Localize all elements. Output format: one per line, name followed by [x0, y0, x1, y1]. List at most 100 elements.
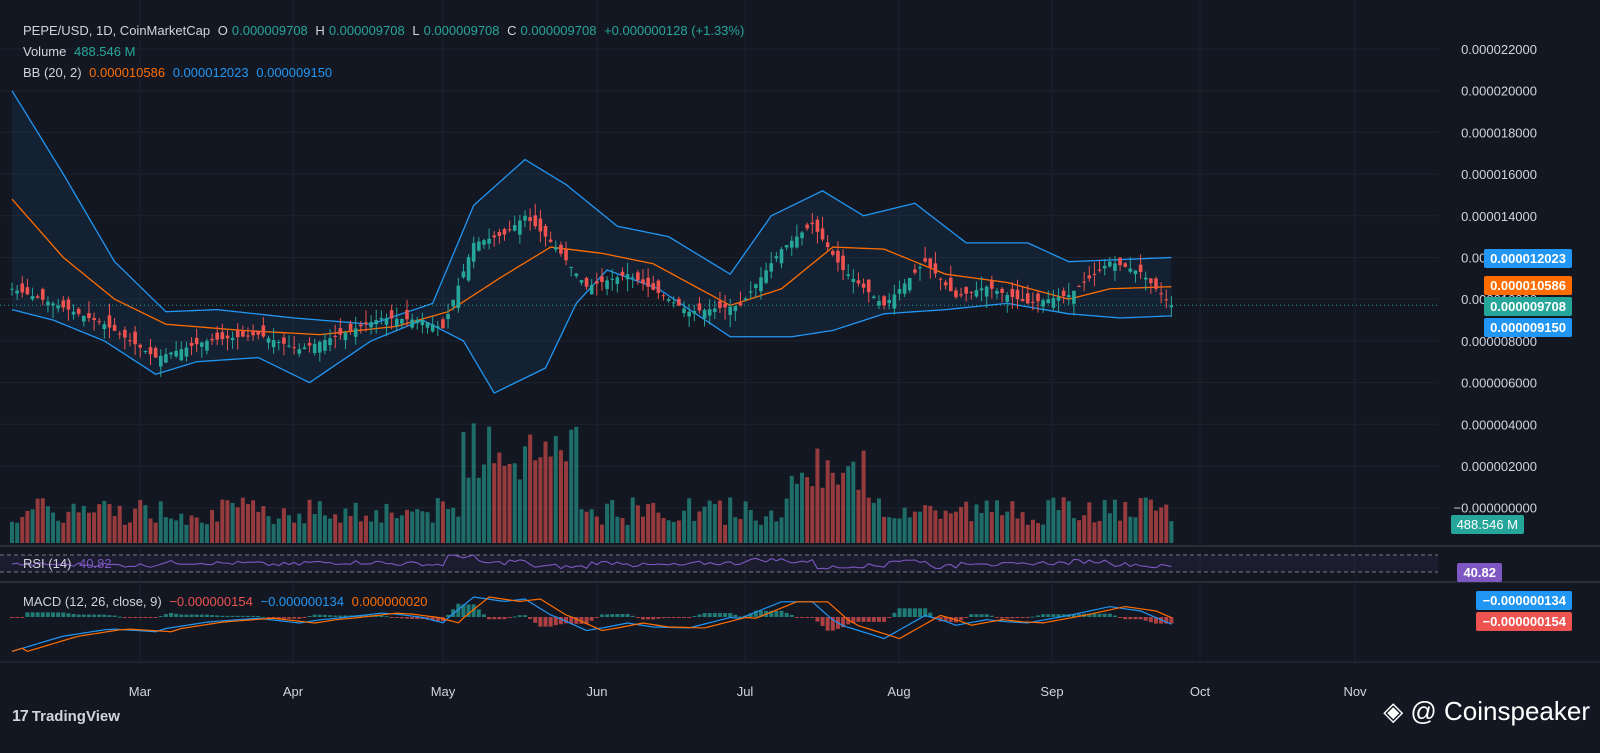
x-tick-label: Nov	[1343, 684, 1367, 699]
volume-bar	[933, 510, 938, 543]
macd-histogram-bar	[984, 614, 989, 617]
macd-histogram-bar	[676, 617, 681, 618]
volume-bar	[676, 520, 681, 543]
macd-histogram-bar	[158, 616, 163, 618]
volume-bar	[671, 522, 676, 543]
candle-body	[261, 325, 266, 337]
volume-bar	[76, 512, 81, 543]
volume-bar	[994, 500, 999, 543]
volume-bar	[835, 484, 840, 543]
volume-bar	[410, 511, 415, 543]
candle-body	[25, 287, 30, 295]
macd-histogram-bar	[127, 617, 132, 618]
volume-bar	[1082, 515, 1087, 543]
macd-histogram-bar	[15, 617, 20, 618]
volume-bar	[117, 505, 122, 543]
volume-bar	[876, 498, 881, 543]
candle-body	[825, 242, 830, 248]
candle-body	[969, 291, 974, 293]
candle-body	[1082, 281, 1086, 283]
macd-histogram-bar	[671, 617, 676, 618]
volume-bar	[507, 463, 512, 543]
macd-histogram-bar	[225, 615, 230, 617]
macd-histogram-bar	[1030, 616, 1035, 618]
y-tick-label: 0.000002000	[1461, 459, 1537, 474]
macd-histogram-bar	[738, 616, 743, 618]
macd-hist-value: −0.000000154	[169, 594, 253, 609]
candle-body	[441, 319, 445, 329]
macd-histogram-bar	[194, 614, 199, 617]
macd-histogram-bar	[964, 617, 969, 618]
candle-body	[861, 283, 866, 288]
candle-body	[671, 302, 676, 304]
candle-body	[702, 309, 707, 319]
high-value: 0.000009708	[328, 23, 405, 38]
macd-line	[11, 596, 1172, 652]
candle-body	[538, 218, 543, 232]
volume-bar	[476, 477, 481, 543]
volume-bar	[589, 509, 594, 543]
volume-bar	[138, 499, 143, 543]
candle-body	[933, 263, 938, 274]
volume-bar	[45, 506, 50, 543]
candle-body	[1123, 263, 1128, 267]
volume-bar	[199, 522, 204, 543]
tradingview-logo[interactable]: 17 TradingView	[12, 708, 120, 725]
candle-body	[82, 315, 86, 322]
macd-histogram-bar	[51, 612, 56, 617]
candle-body	[687, 311, 691, 317]
macd-histogram-bar	[1133, 617, 1138, 620]
candle-body	[1164, 299, 1169, 301]
macd-histogram-bar	[410, 617, 415, 619]
x-tick-label: Aug	[887, 684, 910, 699]
volume-bar	[912, 511, 917, 543]
macd-histogram-bar	[687, 617, 692, 618]
volume-bar	[461, 432, 466, 543]
macd-histogram-bar	[943, 617, 948, 622]
rsi-legend[interactable]: RSI (14) 40.82	[23, 556, 116, 571]
candle-body	[1072, 290, 1076, 304]
volume-bar	[343, 508, 348, 543]
volume-bar	[640, 516, 645, 543]
candle-body	[1015, 289, 1020, 300]
volume-bar	[338, 522, 343, 543]
candle-body	[138, 344, 143, 348]
candle-body	[887, 299, 892, 304]
volume-bar	[348, 516, 353, 543]
macd-histogram-bar	[1118, 617, 1123, 618]
candle-body	[784, 244, 789, 248]
volume-bar	[620, 518, 625, 543]
candle-body	[456, 285, 461, 309]
bb-legend[interactable]: BB (20, 2) 0.000010586 0.000012023 0.000…	[23, 65, 336, 80]
macd-legend[interactable]: MACD (12, 26, close, 9) −0.000000154 −0.…	[23, 594, 432, 609]
candle-body	[230, 337, 235, 340]
candle-body	[148, 347, 153, 355]
candle-body	[92, 318, 96, 321]
volume-bar	[728, 497, 733, 543]
macd-histogram-bar	[138, 617, 143, 618]
macd-histogram-bar	[594, 617, 599, 618]
volume-bar	[379, 522, 384, 543]
candle-body	[307, 342, 312, 346]
macd-histogram-bar	[1015, 617, 1020, 619]
macd-histogram-bar	[512, 616, 517, 618]
volume-bar	[769, 510, 774, 543]
volume-bar	[40, 498, 45, 543]
volume-bar	[487, 426, 492, 543]
macd-histogram-bar	[405, 617, 410, 619]
ohlc-legend: PEPE/USD, 1D, CoinMarketCap O 0.000009708…	[23, 23, 748, 38]
volume-bar	[235, 507, 240, 543]
candle-body	[1087, 275, 1092, 279]
volume-legend[interactable]: Volume 488.546 M	[23, 44, 139, 59]
macd-histogram-bar	[481, 614, 486, 617]
volume-bar	[245, 503, 250, 543]
candle-body	[728, 306, 732, 315]
symbol-label[interactable]: PEPE/USD, 1D, CoinMarketCap	[23, 23, 211, 38]
volume-bar	[148, 518, 153, 543]
volume-bar	[374, 510, 379, 543]
volume-bar	[1015, 518, 1020, 543]
volume-bar	[943, 510, 948, 543]
volume-bar	[1153, 510, 1158, 543]
candle-body	[507, 229, 512, 231]
